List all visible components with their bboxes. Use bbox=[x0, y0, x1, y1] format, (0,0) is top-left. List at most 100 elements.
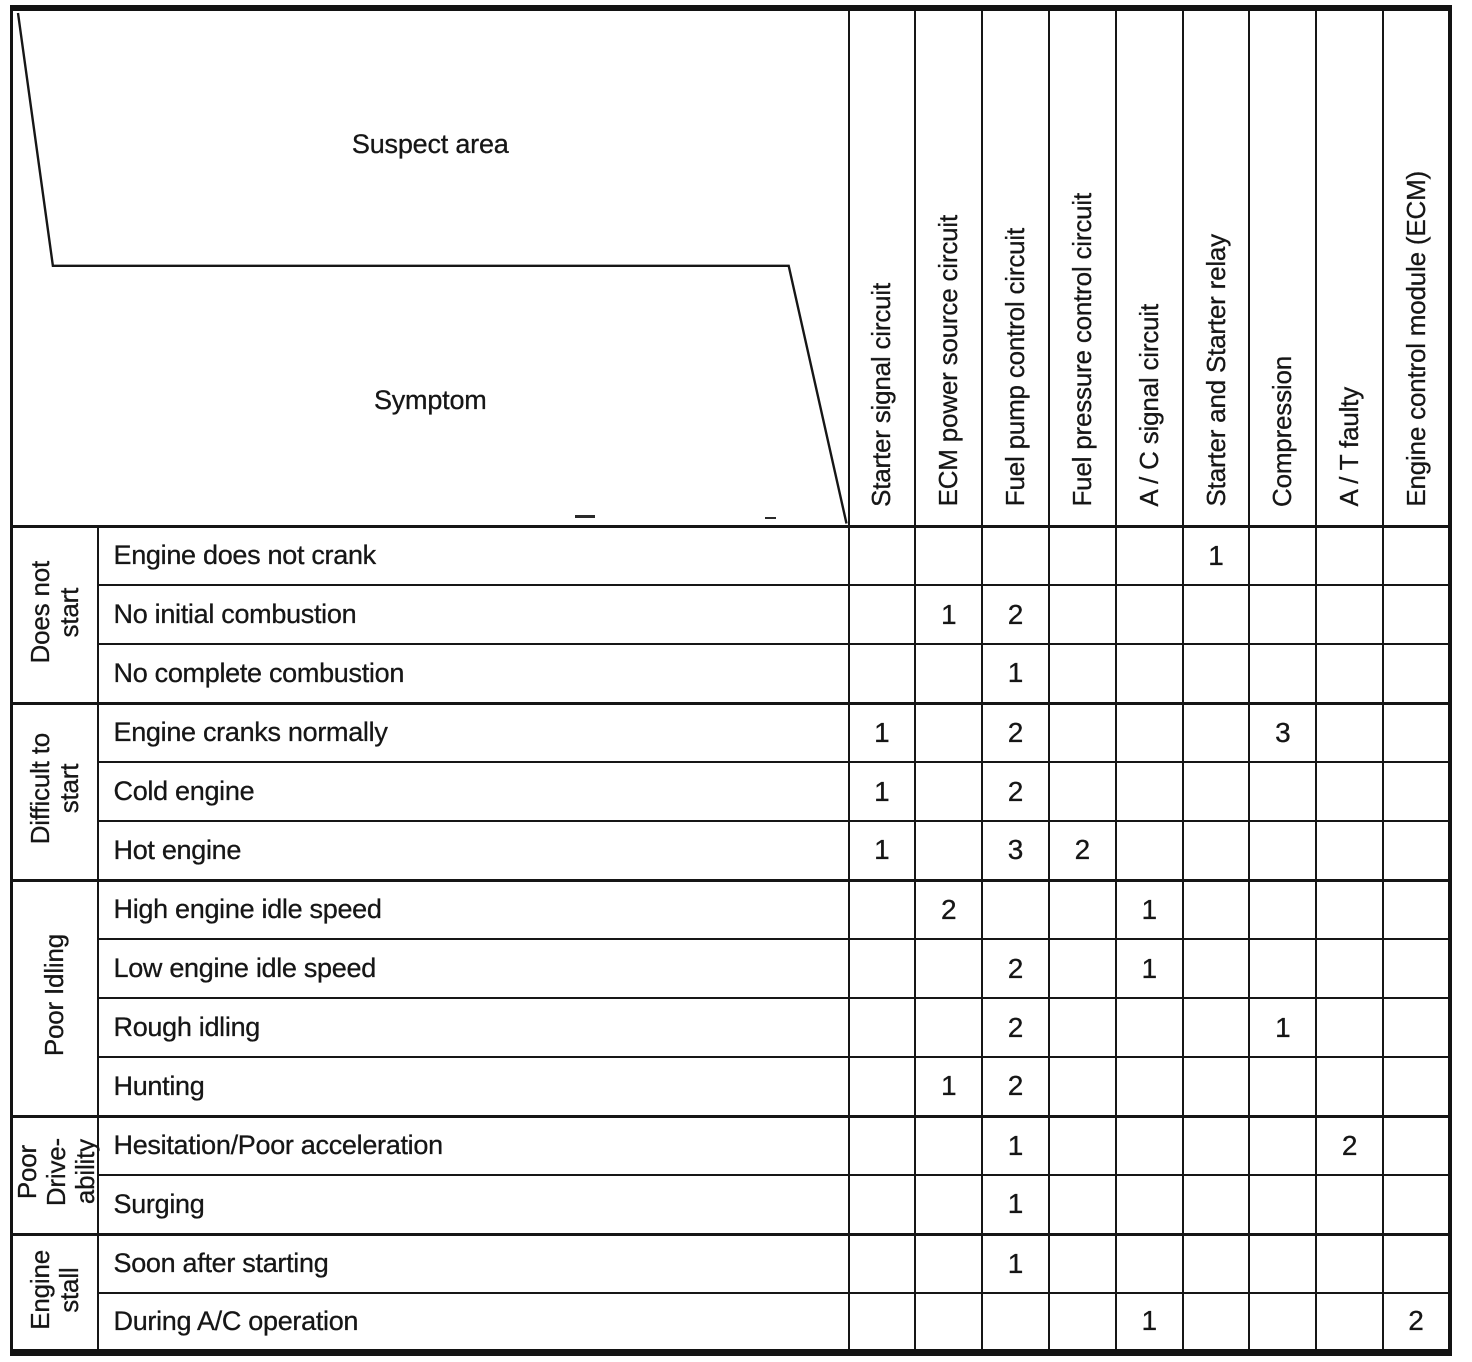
value-cell bbox=[1315, 761, 1385, 822]
value-cell bbox=[914, 938, 984, 999]
value-cell: 1 bbox=[847, 761, 917, 822]
symptom-suspect-area-table: Suspect area Symptom Starter signal circ… bbox=[10, 5, 1452, 1356]
value-cell: 1 bbox=[981, 1114, 1050, 1176]
value-cell bbox=[1382, 701, 1451, 763]
value-cell bbox=[1382, 997, 1451, 1058]
value-cell bbox=[1181, 761, 1251, 822]
value-cell bbox=[914, 701, 984, 763]
value-cell bbox=[847, 1056, 917, 1117]
value-cell bbox=[1047, 1232, 1117, 1294]
value-cell bbox=[847, 1292, 917, 1353]
value-cell bbox=[914, 820, 984, 881]
column-header: Engine control module (ECM) bbox=[1382, 7, 1451, 528]
value-cell bbox=[1181, 1292, 1251, 1353]
value-cell bbox=[981, 524, 1050, 586]
value-cell bbox=[1382, 1174, 1451, 1235]
value-cell: 1 bbox=[914, 1056, 984, 1117]
value-cell: 1 bbox=[981, 643, 1050, 704]
column-header-label: A / T faulty bbox=[1334, 387, 1365, 507]
value-cell bbox=[1248, 1056, 1318, 1117]
symptom-cell: No complete combustion bbox=[96, 643, 850, 704]
value-cell bbox=[1114, 997, 1184, 1058]
symptom-cell: Engine does not crank bbox=[96, 524, 850, 586]
table-row: Hunting 1 2 bbox=[12, 1056, 1451, 1117]
column-header-label: Fuel pump control circuit bbox=[1000, 228, 1031, 507]
value-cell: 1 bbox=[1114, 878, 1184, 940]
table-row: Difficult to start Engine cranks normally… bbox=[10, 701, 1451, 881]
table-row: Cold engine 1 2 bbox=[12, 761, 1451, 822]
value-cell bbox=[914, 1174, 984, 1235]
value-cell: 2 bbox=[981, 701, 1050, 763]
value-cell bbox=[1248, 584, 1318, 645]
value-cell bbox=[847, 878, 917, 940]
value-cell bbox=[1382, 524, 1451, 586]
column-header: Starter signal circuit bbox=[847, 7, 917, 528]
value-cell bbox=[1248, 820, 1318, 881]
value-cell bbox=[1248, 878, 1318, 940]
value-cell bbox=[1315, 1174, 1385, 1235]
value-cell bbox=[914, 1292, 984, 1353]
value-cell bbox=[1315, 1292, 1385, 1353]
value-cell bbox=[914, 761, 984, 822]
value-cell bbox=[914, 524, 984, 586]
value-cell bbox=[1248, 1174, 1318, 1235]
value-cell bbox=[1382, 938, 1451, 999]
value-cell: 1 bbox=[914, 584, 984, 645]
symptom-group-label-cell: Poor Drive- ability bbox=[10, 1114, 101, 1235]
value-cell bbox=[981, 1292, 1050, 1353]
column-header-label: Fuel pressure control circuit bbox=[1066, 192, 1097, 507]
symptom-group-label: Difficult to start bbox=[24, 733, 84, 845]
value-cell bbox=[1181, 1056, 1251, 1117]
value-cell: 1 bbox=[1181, 524, 1251, 586]
value-cell bbox=[847, 997, 917, 1058]
value-cell bbox=[1047, 1056, 1117, 1117]
value-cell: 1 bbox=[1114, 938, 1184, 999]
value-cell: 2 bbox=[981, 997, 1050, 1058]
value-cell bbox=[1315, 1232, 1385, 1294]
value-cell bbox=[1248, 524, 1318, 586]
symptom-group-label: Poor Idling bbox=[39, 934, 70, 1057]
value-cell bbox=[1315, 584, 1385, 645]
symptom-cell: Engine cranks normally bbox=[96, 701, 850, 763]
value-cell bbox=[1248, 1232, 1318, 1294]
value-cell bbox=[1248, 1114, 1318, 1176]
symptom-group-label-cell: Engine stall bbox=[10, 1232, 99, 1353]
value-cell: 1 bbox=[1114, 1292, 1184, 1353]
value-cell bbox=[1248, 643, 1318, 704]
value-cell bbox=[1315, 701, 1385, 763]
symptom-group-label: Does not start bbox=[24, 560, 84, 664]
value-cell bbox=[1047, 938, 1117, 999]
diagonal-divider bbox=[16, 12, 848, 524]
value-cell bbox=[1382, 584, 1451, 645]
value-cell bbox=[1181, 643, 1251, 704]
value-cell bbox=[914, 997, 984, 1058]
value-cell bbox=[1315, 997, 1385, 1058]
value-cell bbox=[1181, 701, 1251, 763]
table-row: During A/C operation 1 2 bbox=[12, 1292, 1451, 1353]
column-header: Compression bbox=[1248, 7, 1318, 528]
scan-artifact bbox=[765, 517, 776, 519]
value-cell bbox=[1114, 1174, 1184, 1235]
table-row: Rough idling 2 1 bbox=[12, 997, 1451, 1058]
column-header-label: Starter signal circuit bbox=[866, 282, 897, 507]
column-header-row: Suspect area Symptom Starter signal circ… bbox=[10, 7, 1451, 528]
value-cell bbox=[847, 1232, 917, 1294]
value-cell bbox=[1315, 643, 1385, 704]
value-cell bbox=[1181, 1114, 1251, 1176]
value-cell bbox=[1181, 820, 1251, 881]
table-row: Does not start Engine does not crank 1 bbox=[10, 524, 1451, 704]
value-cell: 2 bbox=[914, 878, 984, 940]
value-cell bbox=[1248, 761, 1318, 822]
symptom-label: Symptom bbox=[373, 385, 487, 415]
column-header-label: A / C signal circuit bbox=[1133, 303, 1164, 507]
value-cell bbox=[1315, 1056, 1385, 1117]
column-header: A / C signal circuit bbox=[1114, 7, 1184, 528]
value-cell bbox=[1382, 1056, 1451, 1117]
value-cell: 2 bbox=[981, 584, 1050, 645]
value-cell bbox=[1047, 997, 1117, 1058]
value-cell bbox=[1315, 820, 1385, 881]
value-cell bbox=[1315, 524, 1385, 586]
value-cell: 2 bbox=[1315, 1114, 1385, 1176]
symptom-group-label-cell: Does not start bbox=[10, 524, 99, 704]
symptom-group-label: Poor Drive- ability bbox=[12, 1138, 101, 1207]
